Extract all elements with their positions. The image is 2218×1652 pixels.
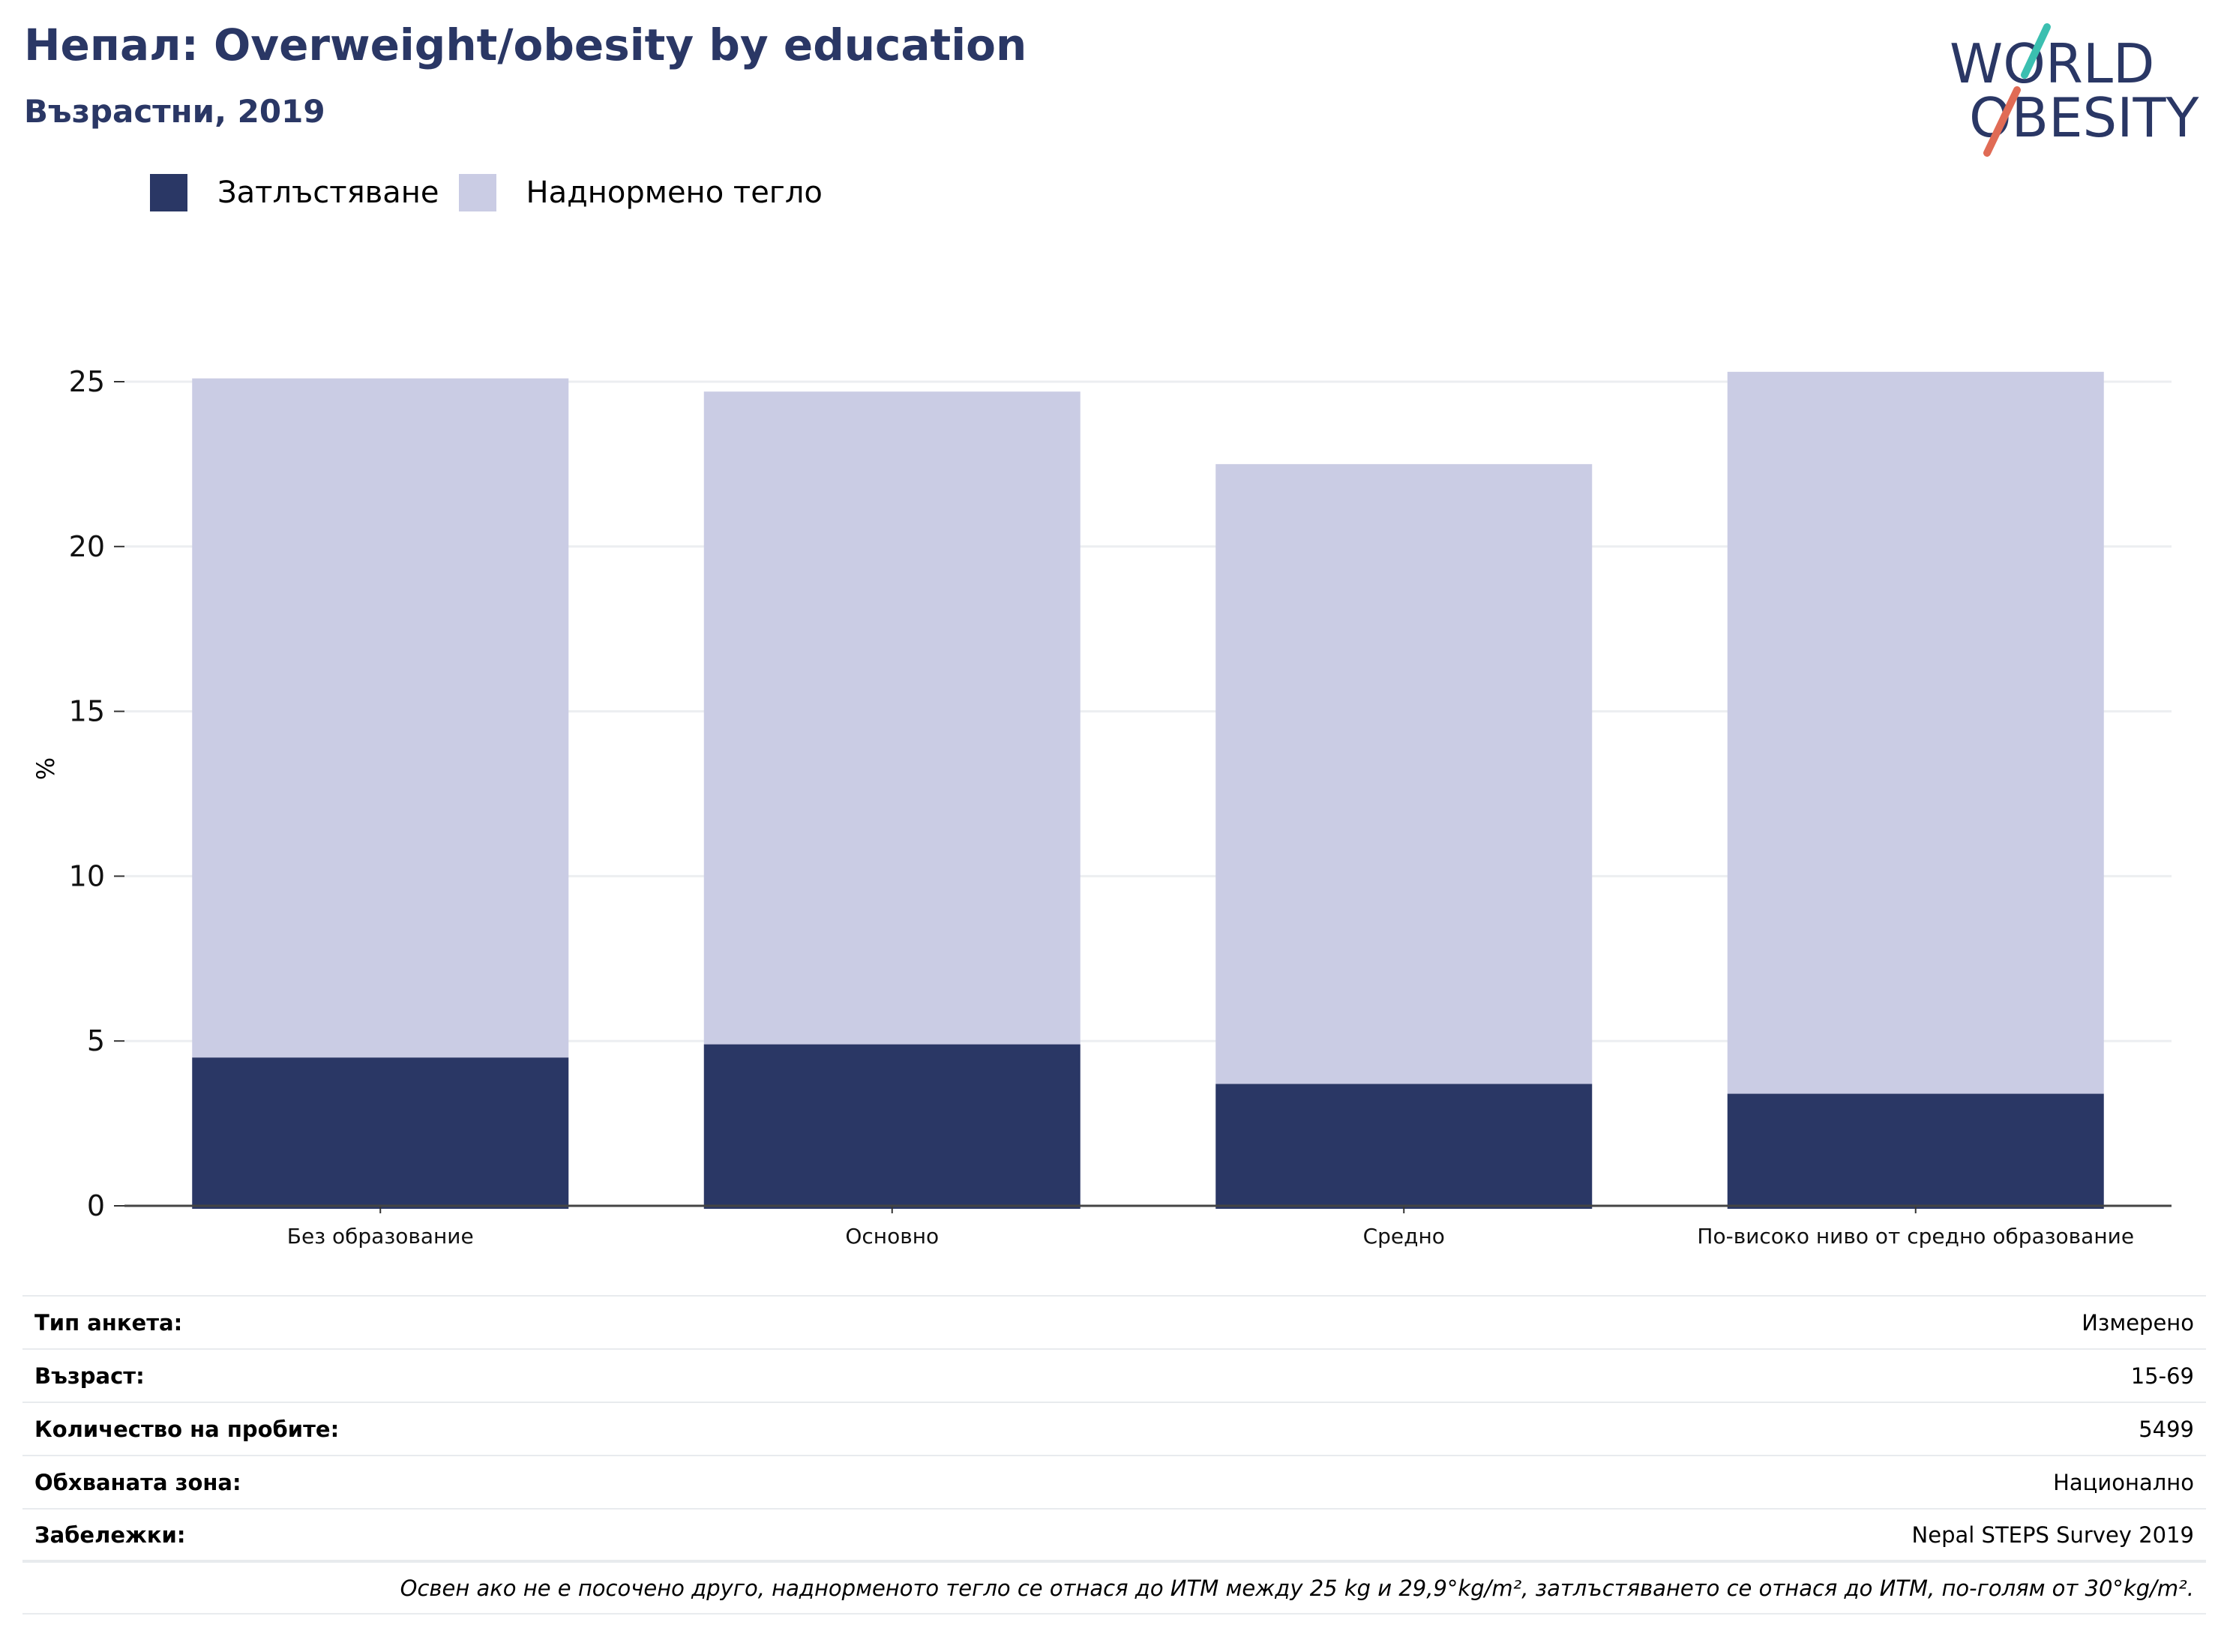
info-note-row: Освен ако не е посочено друго, наднормен… xyxy=(22,1561,2206,1615)
info-key: Количество на пробите: xyxy=(34,1416,340,1442)
bars xyxy=(192,371,2104,1209)
logo-coral-slash xyxy=(1983,86,2021,157)
info-value: Национално xyxy=(2053,1469,2194,1495)
bar-overweight xyxy=(703,391,1081,1045)
legend-label-overweight: Наднормено тегло xyxy=(526,175,823,210)
legend-swatch-obesity xyxy=(150,174,187,211)
chart-subtitle: Възрастни, 2019 xyxy=(24,93,325,130)
info-note: Освен ако не е посочено друго, наднормен… xyxy=(400,1575,2194,1601)
info-value: 15-69 xyxy=(2130,1363,2194,1389)
bar-overweight xyxy=(1727,371,2104,1094)
bar-obesity xyxy=(703,1044,1081,1209)
y-tick-label: 5 xyxy=(87,1024,105,1057)
info-value: Nepal STEPS Survey 2019 xyxy=(1911,1522,2194,1548)
bar-obesity xyxy=(1727,1093,2104,1209)
bar-overweight xyxy=(192,378,569,1058)
info-row: Обхваната зона: Национално xyxy=(22,1455,2206,1508)
x-tick-label: Средно xyxy=(1363,1224,1445,1249)
info-row: Забележки: Nepal STEPS Survey 2019 xyxy=(22,1508,2206,1561)
x-axis: Без образование Основно Средно По-високо ни… xyxy=(124,1204,2172,1249)
info-value: Измерено xyxy=(2082,1309,2194,1336)
x-tick-label: Без образование xyxy=(287,1224,474,1249)
legend-item-overweight[interactable]: Наднормено тегло xyxy=(458,174,823,211)
bar-obesity xyxy=(1215,1084,1593,1209)
x-tick-label: По-високо ниво от средно образование xyxy=(1697,1224,2134,1249)
info-key: Възраст: xyxy=(34,1363,145,1389)
bar-overweight xyxy=(1215,463,1593,1084)
y-axis-label: % xyxy=(31,757,60,780)
info-row: Възраст: 15-69 xyxy=(22,1348,2206,1402)
x-tick-label: Основно xyxy=(845,1224,939,1249)
y-tick-label: 20 xyxy=(69,530,105,563)
bar-obesity xyxy=(192,1057,569,1209)
info-value: 5499 xyxy=(2139,1416,2194,1442)
legend-label-obesity: Затлъстяване xyxy=(217,175,439,210)
info-key: Тип анкета: xyxy=(34,1309,183,1336)
y-axis: 0 5 10 15 20 25 xyxy=(69,365,124,1222)
info-row: Тип анкета: Измерено xyxy=(22,1295,2206,1348)
logo-line1: WORLD xyxy=(1950,32,2154,95)
legend: Затлъстяване Наднормено тегло xyxy=(150,174,842,211)
info-row: Количество на пробите: 5499 xyxy=(22,1402,2206,1455)
chart-title: Непал: Overweight/obesity by education xyxy=(24,19,1027,70)
legend-item-obesity[interactable]: Затлъстяване xyxy=(150,174,439,211)
bar-chart: 0 5 10 15 20 25 Без образование Основно Средно П… xyxy=(31,365,2172,1249)
y-tick-label: 10 xyxy=(69,859,105,892)
logo-teal-slash xyxy=(2021,23,2051,79)
y-tick-label: 25 xyxy=(69,365,105,398)
info-key: Забележки: xyxy=(34,1522,186,1548)
y-tick-label: 0 xyxy=(87,1189,105,1222)
info-table: Тип анкета: Измерено Възраст: 15-69 Количест… xyxy=(22,1295,2206,1615)
info-key: Обхваната зона: xyxy=(34,1469,241,1495)
world-obesity-logo: WORLD OBESITY xyxy=(1950,23,2199,157)
y-tick-label: 15 xyxy=(69,695,105,728)
legend-swatch-overweight xyxy=(458,174,496,211)
